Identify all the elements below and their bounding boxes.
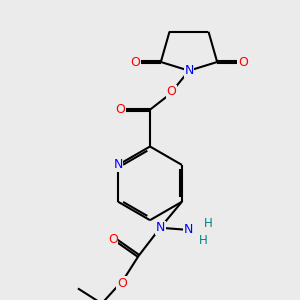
Text: N: N [155, 221, 165, 234]
Text: N: N [184, 64, 194, 77]
Text: N: N [184, 224, 193, 236]
Text: O: O [117, 277, 127, 290]
Text: O: O [108, 232, 118, 246]
Text: O: O [115, 103, 125, 116]
Text: N: N [113, 158, 123, 171]
Text: H: H [203, 217, 212, 230]
Text: O: O [166, 85, 176, 98]
Text: O: O [238, 56, 248, 68]
Text: H: H [199, 234, 208, 247]
Text: O: O [130, 56, 140, 68]
